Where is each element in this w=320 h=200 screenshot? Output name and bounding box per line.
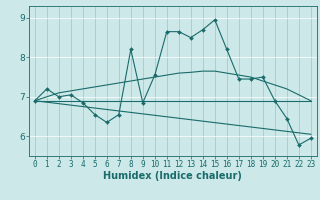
X-axis label: Humidex (Indice chaleur): Humidex (Indice chaleur) — [103, 171, 242, 181]
